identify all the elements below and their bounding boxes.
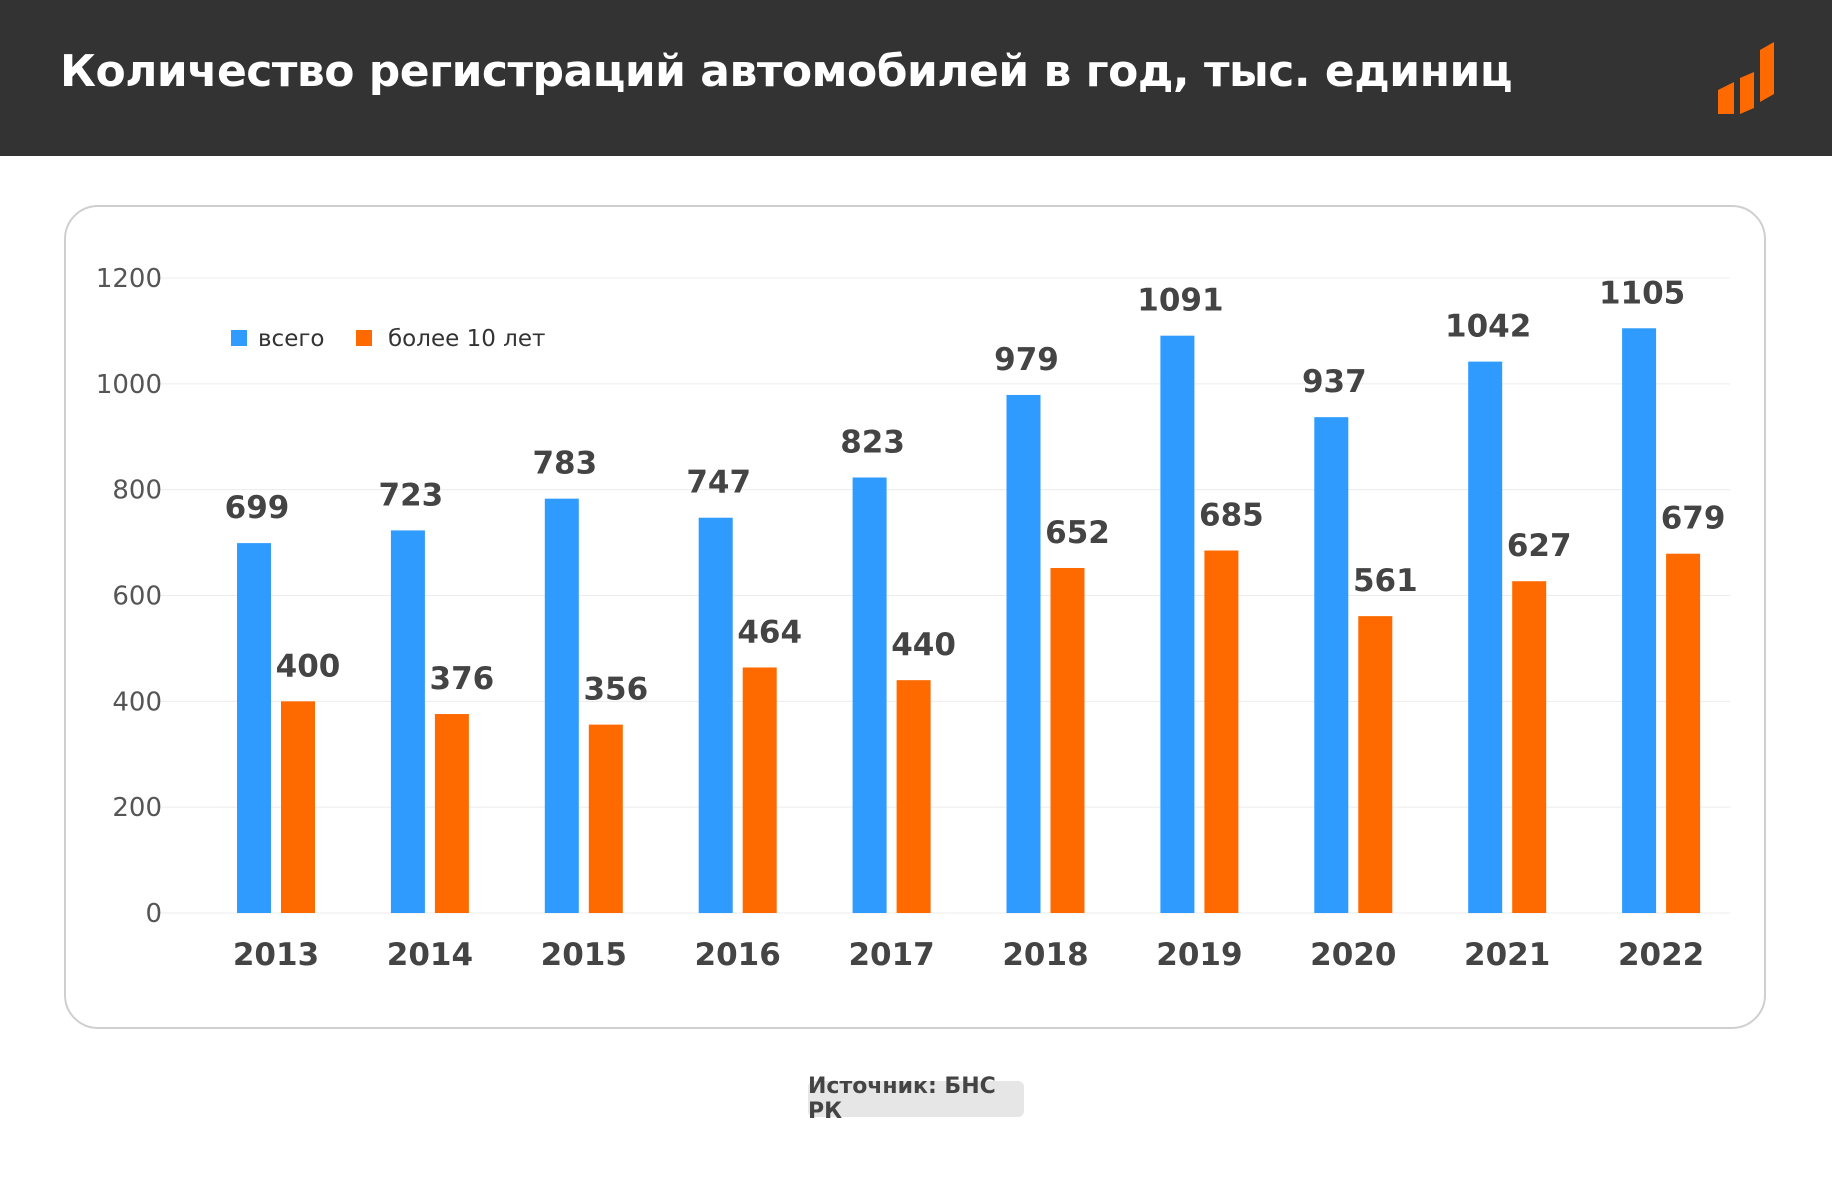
y-tick-label: 1200 bbox=[96, 264, 162, 294]
bar-over-10-years bbox=[1512, 581, 1547, 913]
x-tick-label: 2020 bbox=[1310, 937, 1396, 973]
data-label-over-10-years: 464 bbox=[737, 614, 802, 650]
x-tick-label: 2019 bbox=[1156, 937, 1242, 973]
data-label-total: 783 bbox=[532, 446, 597, 482]
x-tick-label: 2021 bbox=[1464, 937, 1550, 973]
data-label-total: 823 bbox=[840, 424, 905, 460]
data-labels: 699 400 723 376 783 356 747 464 823 440 979 652 1091… bbox=[225, 275, 1726, 707]
data-label-total: 1105 bbox=[1599, 275, 1685, 311]
x-tick-label: 2017 bbox=[848, 937, 934, 973]
y-tick-label: 0 bbox=[145, 899, 162, 929]
legend-swatch-old bbox=[356, 330, 372, 346]
bar-total bbox=[852, 477, 887, 913]
bar-total bbox=[237, 543, 271, 913]
bar-total bbox=[1006, 394, 1041, 914]
data-label-total: 937 bbox=[1302, 364, 1367, 400]
bar-over-10-years bbox=[896, 680, 931, 913]
bar-over-10-years bbox=[1050, 567, 1085, 913]
data-label-over-10-years: 627 bbox=[1507, 528, 1572, 564]
bar-total bbox=[1468, 361, 1503, 913]
y-tick-label: 400 bbox=[112, 687, 162, 717]
bar-total bbox=[1622, 328, 1657, 913]
bars bbox=[237, 328, 1701, 914]
legend: всего более 10 лет bbox=[231, 326, 545, 352]
y-tick-label: 600 bbox=[112, 582, 162, 612]
header-bar: Количество регистраций автомобилей в год… bbox=[0, 0, 1832, 156]
x-tick-label: 2018 bbox=[1002, 937, 1088, 973]
data-label-total: 1042 bbox=[1445, 309, 1531, 345]
data-label-over-10-years: 679 bbox=[1661, 501, 1726, 537]
bar-total bbox=[698, 517, 733, 913]
data-label-over-10-years: 652 bbox=[1045, 515, 1110, 551]
legend-swatch-total bbox=[231, 330, 247, 346]
y-axis-ticks: 0 200 400 600 800 1000 1200 bbox=[96, 264, 162, 929]
bar-total bbox=[1314, 417, 1349, 913]
y-tick-label: 200 bbox=[112, 793, 162, 823]
bar-over-10-years bbox=[281, 701, 315, 913]
data-label-over-10-years: 376 bbox=[430, 661, 495, 697]
bar-total bbox=[390, 530, 425, 913]
data-label-over-10-years: 356 bbox=[583, 672, 648, 708]
x-tick-label: 2022 bbox=[1618, 937, 1704, 973]
legend-label-old: более 10 лет bbox=[388, 326, 545, 352]
bar-over-10-years bbox=[1666, 553, 1701, 913]
bar-total bbox=[544, 498, 579, 913]
data-label-total: 747 bbox=[686, 465, 751, 501]
bar-over-10-years bbox=[1204, 550, 1239, 913]
y-tick-label: 1000 bbox=[96, 370, 162, 400]
x-tick-label: 2015 bbox=[541, 937, 627, 973]
bar-over-10-years bbox=[1358, 616, 1393, 913]
page-title: Количество регистраций автомобилей в год… bbox=[60, 46, 1512, 97]
bar-over-10-years bbox=[434, 714, 469, 913]
bar-over-10-years bbox=[742, 667, 777, 913]
x-axis-ticks: 2013 2014 2015 2016 2017 2018 2019 2020 2021 2022 bbox=[233, 937, 1704, 973]
data-label-total: 979 bbox=[994, 342, 1059, 378]
x-tick-label: 2013 bbox=[233, 937, 319, 973]
x-tick-label: 2014 bbox=[387, 937, 473, 973]
data-label-total: 699 bbox=[225, 490, 290, 526]
brand-logo-icon bbox=[1718, 42, 1774, 114]
data-label-total: 723 bbox=[379, 477, 444, 513]
source-badge: Источник: БНС РК bbox=[808, 1074, 1024, 1124]
data-label-over-10-years: 685 bbox=[1199, 498, 1264, 534]
data-label-total: 1091 bbox=[1137, 283, 1223, 319]
legend-label-total: всего bbox=[258, 326, 325, 352]
data-label-over-10-years: 561 bbox=[1353, 563, 1418, 599]
bar-total bbox=[1160, 335, 1195, 913]
x-tick-label: 2016 bbox=[695, 937, 781, 973]
y-tick-label: 800 bbox=[112, 476, 162, 506]
bar-over-10-years bbox=[588, 724, 623, 913]
data-label-over-10-years: 400 bbox=[276, 648, 341, 684]
data-label-over-10-years: 440 bbox=[891, 627, 956, 663]
